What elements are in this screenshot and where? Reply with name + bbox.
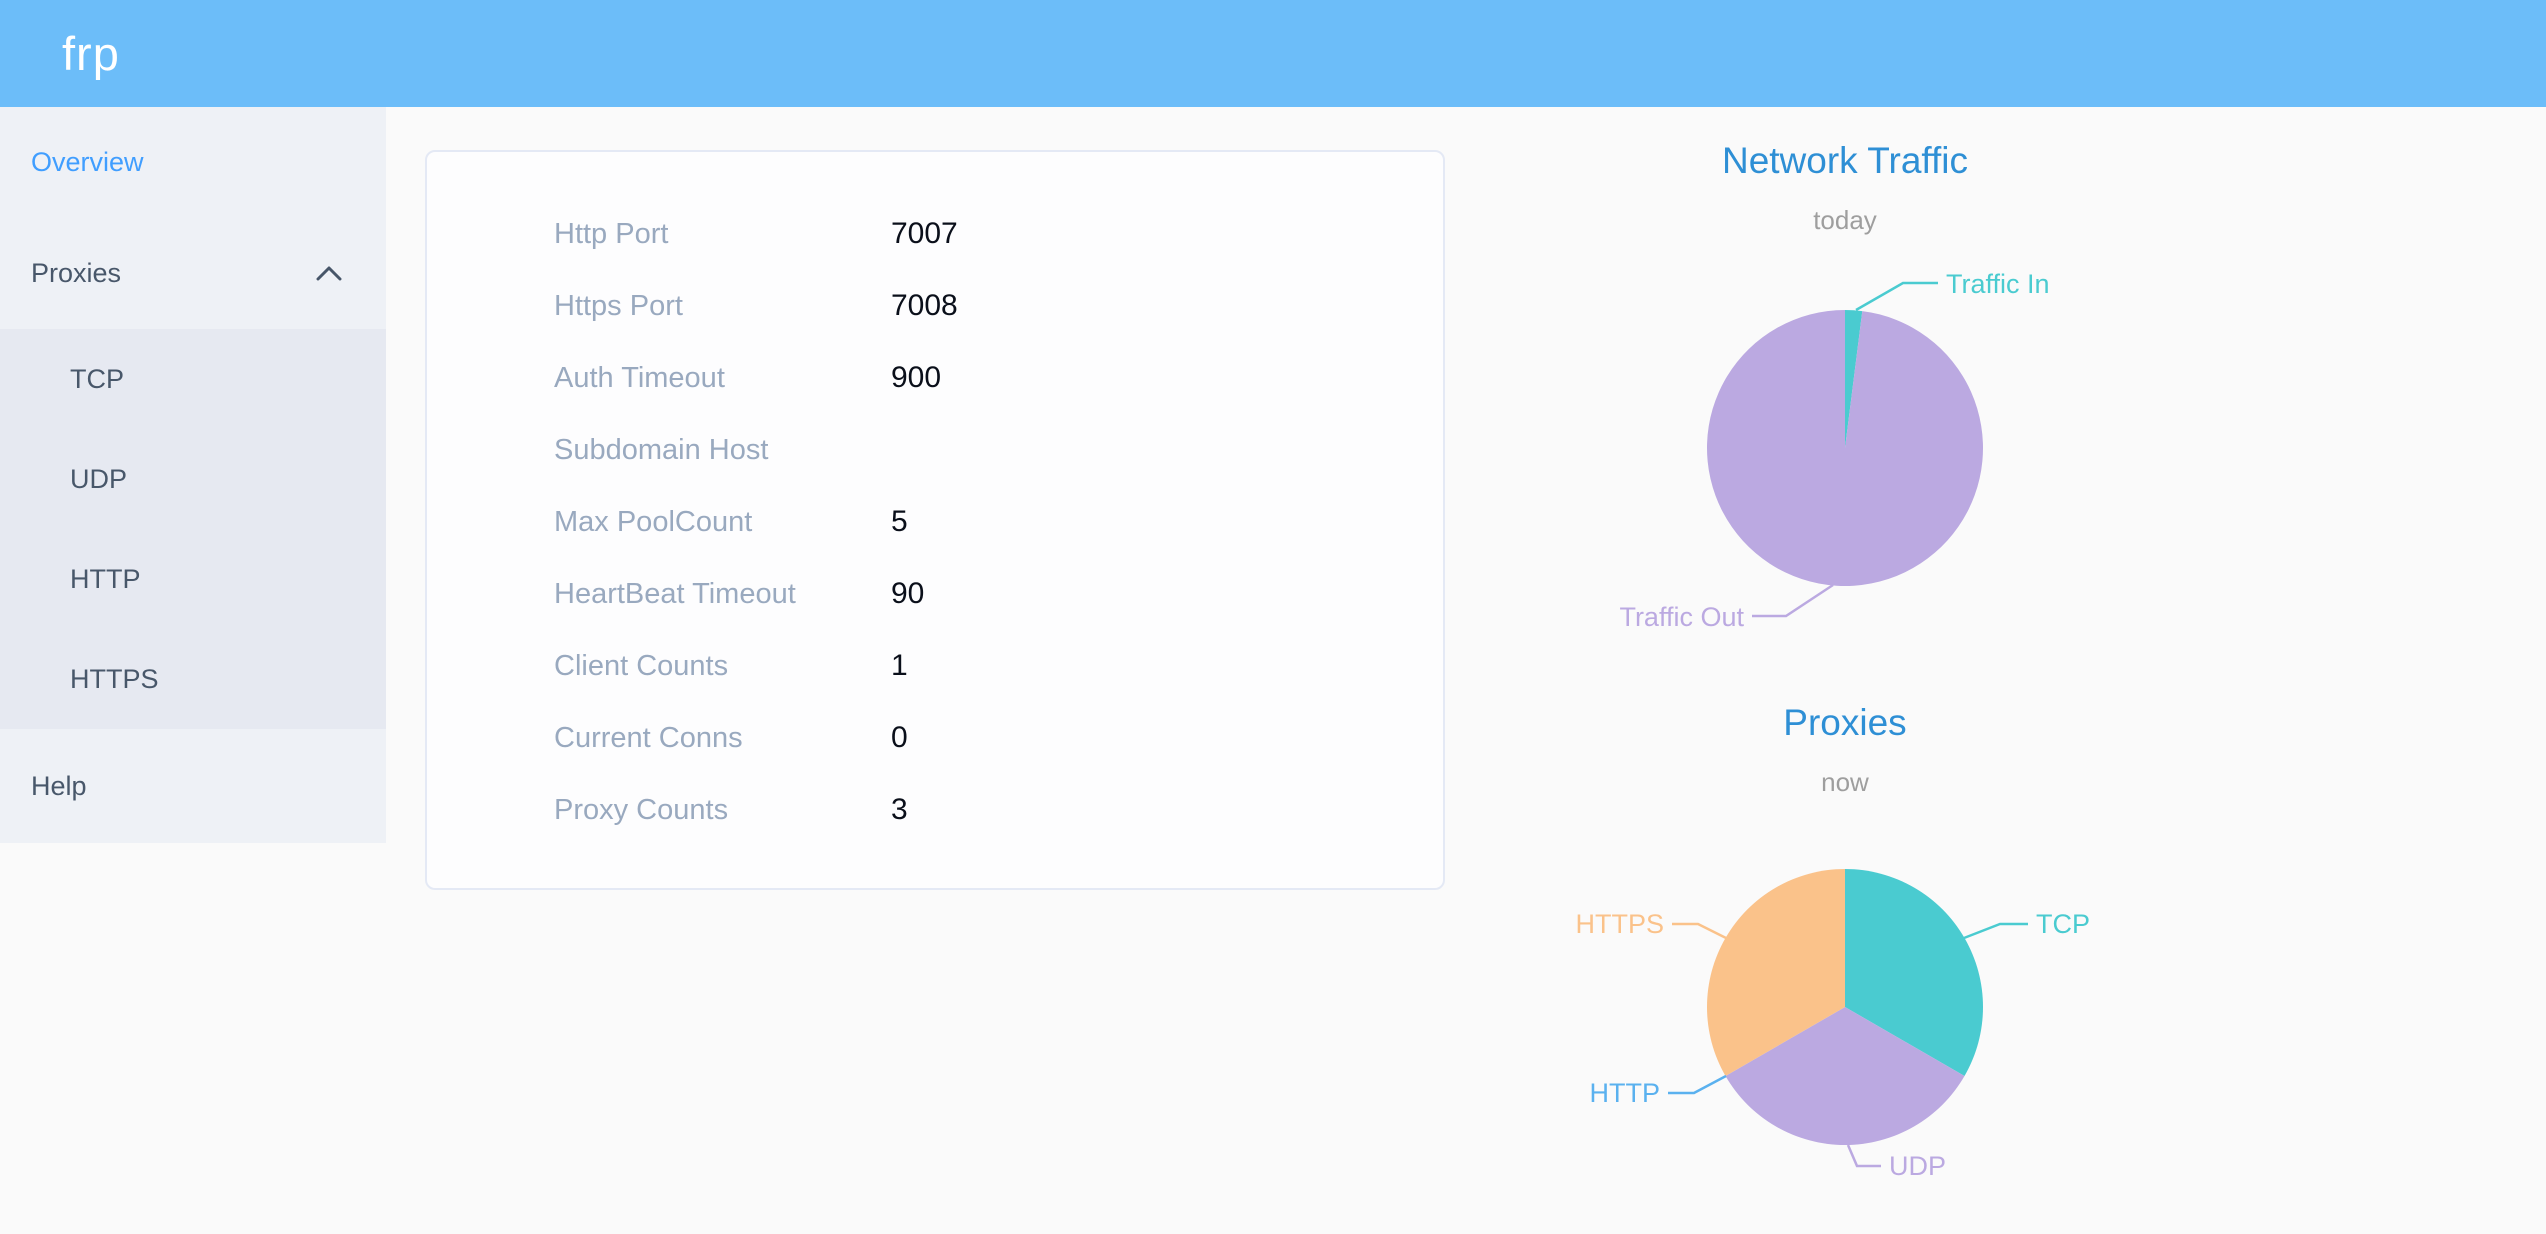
traffic-out-leader-line: [1752, 583, 1834, 618]
sidebar-submenu-proxies: TCP UDP HTTP HTTPS: [0, 329, 386, 729]
sidebar-item-udp-label: UDP: [70, 463, 128, 494]
sidebar-item-https[interactable]: HTTPS: [0, 629, 386, 729]
sidebar-item-udp[interactable]: UDP: [0, 429, 386, 529]
sidebar-item-tcp[interactable]: TCP: [0, 329, 386, 429]
server-config-card: Http Port 7007 Https Port 7008 Auth Time…: [425, 150, 1445, 890]
sidebar: Overview Proxies TCP UDP HTTP HTTPS Help: [0, 107, 386, 843]
proxies-title: Proxies: [1783, 702, 1907, 743]
config-label: Https Port: [554, 289, 683, 322]
config-label: Auth Timeout: [554, 361, 725, 394]
network-traffic-subtitle: today: [1813, 205, 1877, 235]
traffic-in-label: Traffic In: [1946, 269, 2050, 299]
config-value: 7007: [891, 217, 958, 250]
config-label: Client Counts: [554, 649, 729, 682]
https-label: HTTPS: [1575, 909, 1664, 939]
pie-slice-tcp: [1845, 869, 1983, 1076]
config-row-heartbeat-timeout: HeartBeat Timeout 90: [427, 558, 1443, 630]
tcp-leader-line: [1963, 922, 2028, 940]
udp-leader-line: [1846, 1144, 1881, 1168]
proxies-pie-slices: [1707, 869, 1983, 1145]
network-traffic-pie: Traffic In Traffic Out: [1619, 269, 2050, 632]
config-value: 0: [891, 721, 908, 754]
config-row-auth-timeout: Auth Timeout 900: [427, 342, 1443, 414]
app-logo: frp: [62, 27, 120, 80]
config-row-http-port: Http Port 7007: [427, 198, 1443, 270]
sidebar-item-proxies-label: Proxies: [31, 258, 122, 288]
proxies-pie: TCP HTTPS HTTP UDP: [1575, 869, 2090, 1181]
pie-slice-traffic-out: [1707, 310, 1984, 586]
config-value: 7008: [891, 289, 958, 322]
https-leader-line: [1672, 922, 1727, 940]
proxies-subtitle: now: [1821, 767, 1869, 797]
config-row-current-conns: Current Conns 0: [427, 702, 1443, 774]
http-leader-line: [1668, 1074, 1727, 1095]
config-row-https-port: Https Port 7008: [427, 270, 1443, 342]
sidebar-item-http[interactable]: HTTP: [0, 529, 386, 629]
pie-slice-udp: [1725, 1007, 1965, 1145]
sidebar-item-proxies[interactable]: Proxies: [0, 218, 386, 329]
config-label: HeartBeat Timeout: [554, 577, 796, 610]
traffic-out-label: Traffic Out: [1619, 602, 1744, 632]
network-traffic-chart: Network Traffic today Traffic In Traffic…: [1495, 107, 2195, 667]
sidebar-item-help[interactable]: Help: [0, 729, 386, 843]
config-label: Max PoolCount: [554, 505, 753, 538]
config-row-subdomain-host: Subdomain Host: [427, 414, 1443, 486]
network-traffic-pie-slices: [1707, 310, 1984, 586]
config-value: 900: [891, 361, 942, 394]
config-value: 5: [891, 505, 908, 538]
app-header: frp: [0, 0, 2546, 107]
config-row-client-counts: Client Counts 1: [427, 630, 1443, 702]
sidebar-item-http-label: HTTP: [70, 563, 141, 594]
config-row-proxy-counts: Proxy Counts 3: [427, 774, 1443, 846]
sidebar-item-https-label: HTTPS: [70, 663, 159, 694]
config-value: 1: [891, 649, 908, 682]
chevron-up-icon: [316, 266, 342, 281]
config-value: 3: [891, 793, 908, 826]
sidebar-item-help-label: Help: [31, 770, 87, 801]
sidebar-item-tcp-label: TCP: [70, 363, 124, 394]
http-label: HTTP: [1590, 1078, 1661, 1108]
traffic-in-leader-line: [1855, 281, 1938, 312]
sidebar-item-overview-label: Overview: [31, 147, 144, 177]
pie-slice-traffic-in: [1845, 310, 1863, 448]
config-label: Http Port: [554, 217, 669, 250]
config-label: Current Conns: [554, 721, 743, 754]
config-label: Subdomain Host: [554, 433, 769, 466]
config-row-max-poolcount: Max PoolCount 5: [427, 486, 1443, 558]
pie-slice-https: [1707, 869, 1845, 1076]
proxies-chart: Proxies now TCP HTTPS HTTP UDP: [1495, 667, 2195, 1234]
config-value: 90: [891, 577, 925, 610]
sidebar-item-overview[interactable]: Overview: [0, 107, 386, 218]
config-label: Proxy Counts: [554, 793, 729, 826]
tcp-label: TCP: [2036, 909, 2090, 939]
udp-label: UDP: [1889, 1151, 1946, 1181]
network-traffic-title: Network Traffic: [1721, 140, 1969, 181]
